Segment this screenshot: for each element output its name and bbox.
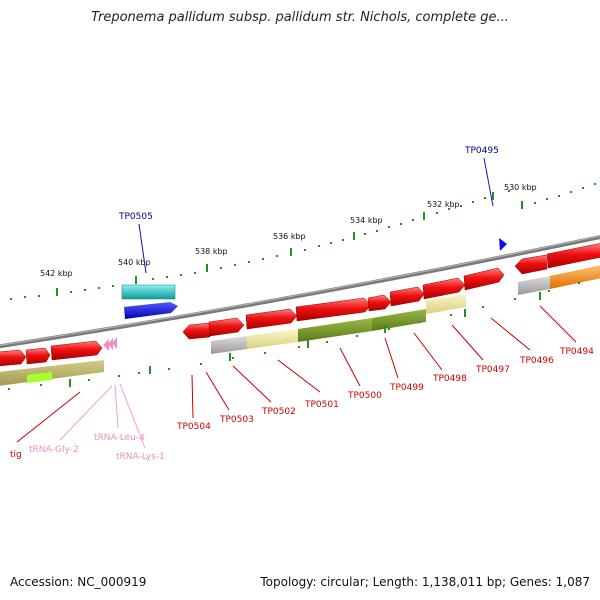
- gene-label-tp0500[interactable]: TP0500: [347, 391, 382, 401]
- olive-bar[interactable]: [372, 309, 426, 331]
- gene-arrow[interactable]: [514, 254, 548, 275]
- inner-dots: [8, 282, 580, 390]
- gene-arrow[interactable]: [25, 347, 51, 365]
- tp0505-feature[interactable]: [121, 284, 176, 300]
- gene-arrow[interactable]: [245, 308, 298, 330]
- trna-arrow[interactable]: [108, 338, 113, 350]
- scale-label: 536 kbp: [273, 232, 306, 241]
- genome-stats-text: Topology: circular; Length: 1,138,011 bp…: [260, 575, 590, 589]
- gene-arrow[interactable]: [367, 294, 392, 312]
- top-label-lines: [138, 157, 494, 274]
- gene-label-tp0497[interactable]: TP0497: [475, 365, 510, 375]
- gene-label-tp0498[interactable]: TP0498: [432, 374, 467, 384]
- gene-arrow[interactable]: [463, 267, 505, 291]
- scale-label: 530 kbp: [504, 183, 537, 192]
- scale-major-ticks: [56, 192, 523, 296]
- bottom-gene-labels: tig tRNA-Gly-2 tRNA-Leu-4 tRNA-Lys-1 TP0…: [10, 347, 594, 462]
- trna-arrow[interactable]: [112, 337, 117, 349]
- map-title: Treponema pallidum subsp. pallidum str. …: [91, 10, 509, 25]
- gene-arrow[interactable]: [546, 243, 600, 269]
- gene-label-tp0505[interactable]: TP0505: [118, 212, 153, 222]
- gene-label-tp0495[interactable]: TP0495: [464, 146, 499, 156]
- bottom-label-lines: [16, 305, 577, 449]
- gene-arrow[interactable]: [389, 286, 425, 307]
- gene-label-tp0501[interactable]: TP0501: [304, 400, 339, 410]
- olive-bar[interactable]: [298, 318, 372, 342]
- lime-bar[interactable]: [27, 372, 52, 383]
- gene-label-tp0494[interactable]: TP0494: [559, 347, 594, 357]
- gene-arrow[interactable]: [0, 349, 27, 367]
- scale-label: 538 kbp: [195, 247, 228, 256]
- scale-label: 532 kbp: [427, 200, 460, 209]
- scale-dots: [10, 183, 596, 300]
- scale-label: 542 kbp: [40, 269, 73, 278]
- accession-text: Accession: NC_000919: [10, 575, 147, 589]
- scale-label: 534 kbp: [350, 216, 383, 225]
- gene-arrow[interactable]: [182, 322, 211, 340]
- gene-arrow[interactable]: [422, 277, 466, 300]
- trna-arrow[interactable]: [103, 339, 109, 351]
- feature-bars: [0, 265, 600, 386]
- tp0505-blue-arrow[interactable]: [124, 302, 178, 319]
- gene-label-tp0504[interactable]: TP0504: [176, 422, 211, 432]
- gene-label-tp0499[interactable]: TP0499: [389, 383, 424, 393]
- tp0495-marker[interactable]: [499, 238, 507, 251]
- gene-arrow[interactable]: [295, 297, 372, 322]
- yellow-bar[interactable]: [426, 294, 466, 314]
- forward-genes: [0, 243, 600, 367]
- gene-label-trna-lys-1[interactable]: tRNA-Lys-1: [116, 452, 165, 462]
- top-gene-labels: TP0505 TP0495: [118, 146, 499, 222]
- genome-backbone: [0, 235, 600, 349]
- scale-labels: 542 kbp 540 kbp 538 kbp 536 kbp 534 kbp …: [40, 183, 537, 278]
- gene-label-trna-gly-2[interactable]: tRNA-Gly-2: [29, 445, 79, 455]
- scale-label: 540 kbp: [118, 258, 151, 267]
- gene-label-tig[interactable]: tig: [10, 450, 22, 460]
- inner-ticks: [69, 292, 541, 387]
- gene-label-tp0496[interactable]: TP0496: [519, 356, 554, 366]
- grey-bar[interactable]: [211, 336, 247, 354]
- grey-bar[interactable]: [518, 276, 550, 295]
- gene-arrow[interactable]: [208, 317, 245, 337]
- orange-bar[interactable]: [550, 265, 600, 289]
- gene-label-tp0502[interactable]: TP0502: [261, 407, 296, 417]
- trna-arrows: [103, 337, 117, 351]
- gene-label-trna-leu-4[interactable]: tRNA-Leu-4: [94, 433, 145, 443]
- gene-label-tp0503[interactable]: TP0503: [219, 415, 254, 425]
- yellow-bar[interactable]: [247, 329, 298, 349]
- gene-arrow[interactable]: [50, 340, 103, 361]
